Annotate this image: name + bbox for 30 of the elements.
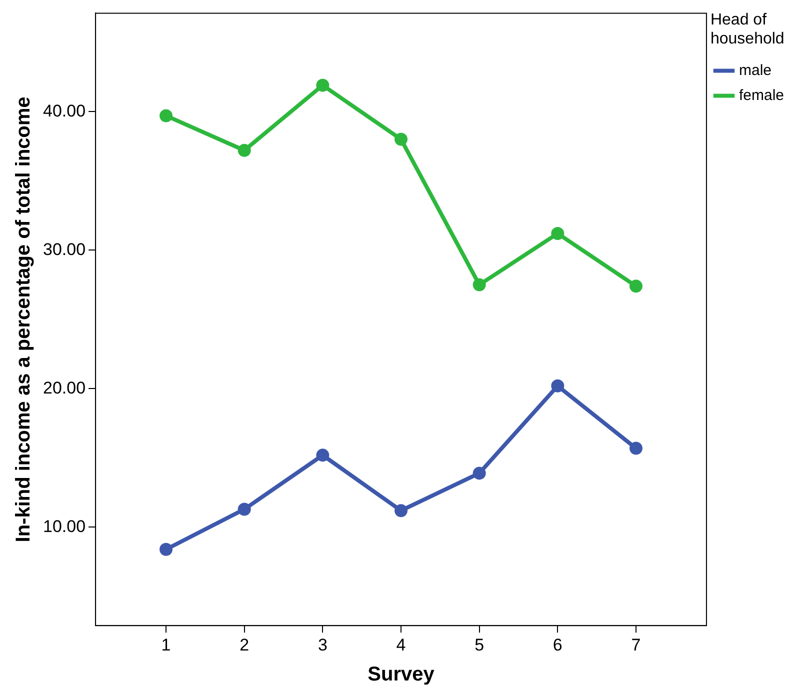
- legend-title: Head of household: [710, 11, 784, 48]
- y-axis-title: In-kind income as a percentage of total income: [12, 96, 35, 542]
- point: [629, 442, 642, 455]
- x-tick-label: 7: [631, 635, 641, 654]
- x-axis-title: Survey: [368, 664, 436, 686]
- point: [394, 504, 408, 518]
- point: [160, 542, 173, 556]
- point: [238, 502, 251, 516]
- x-tick-label: 6: [552, 635, 562, 654]
- legend-label: female: [738, 86, 784, 104]
- y-tick-label: 40.00: [42, 101, 86, 120]
- point: [629, 280, 642, 293]
- point: [472, 278, 486, 292]
- point: [551, 227, 564, 240]
- point: [472, 466, 486, 480]
- point: [394, 132, 408, 146]
- point: [316, 448, 330, 462]
- point: [160, 109, 173, 122]
- x-tick-label: 3: [318, 635, 328, 654]
- y-tick-label: 30.00: [42, 240, 86, 259]
- point: [551, 379, 564, 392]
- x-tick-label: 1: [161, 635, 171, 654]
- y-tick-label: 10.00: [42, 516, 86, 536]
- x-tick-label: 2: [240, 635, 250, 654]
- x-tick-label: 4: [396, 635, 406, 654]
- point: [238, 144, 251, 157]
- point: [316, 78, 330, 92]
- legend-label: male: [738, 62, 772, 79]
- x-tick-label: 5: [474, 635, 484, 654]
- y-tick-label: 20.00: [42, 378, 86, 398]
